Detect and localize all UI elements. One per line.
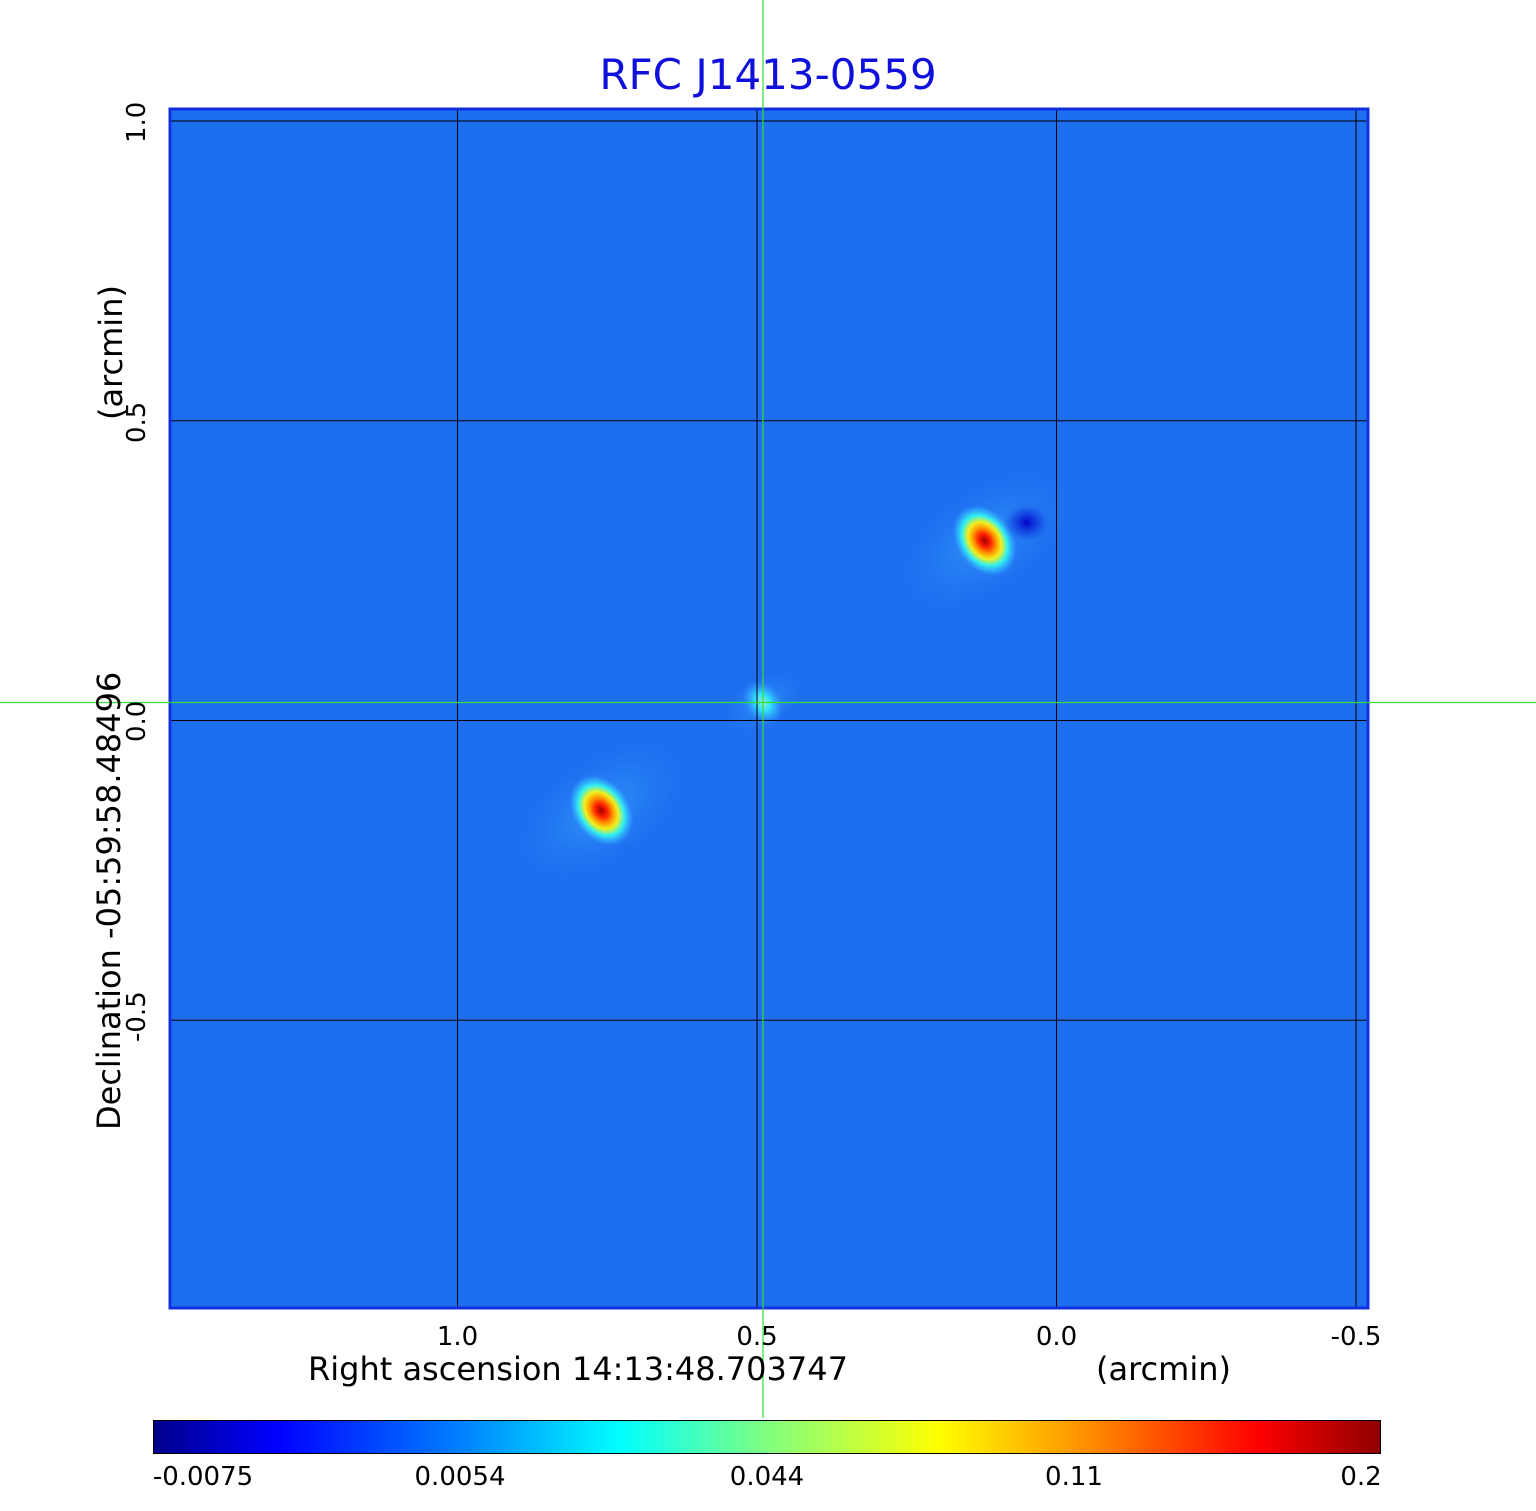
colorbar-tick-label: 0.2 [1340, 1462, 1382, 1492]
x-tick-label: 0.0 [1035, 1322, 1078, 1352]
y-tick-label: 0.0 [122, 701, 152, 743]
y-tick-label: -0.5 [122, 991, 152, 1043]
x-tick-label: 1.0 [436, 1322, 479, 1352]
y-tick-label: 1.0 [122, 101, 152, 143]
source-2 [567, 773, 635, 848]
chart-title: RFC J1413-0559 [599, 50, 937, 99]
colorbar-tick-label: 0.044 [729, 1462, 805, 1492]
plot-frame [168, 107, 1370, 1310]
negative-spot [1002, 502, 1051, 543]
colorbar-tick-label: -0.0075 [152, 1462, 254, 1492]
colorbar [153, 1420, 1381, 1454]
x-tick-label: 0.5 [736, 1322, 778, 1352]
y-axis-unit: (arcmin) [92, 285, 130, 420]
x-axis-unit: (arcmin) [1096, 1350, 1231, 1388]
colorbar-tick-label: 0.11 [1045, 1462, 1103, 1492]
x-axis-label: Right ascension 14:13:48.703747 [308, 1350, 848, 1388]
y-tick-label: 0.5 [122, 401, 152, 443]
x-tick-label: -0.5 [1330, 1322, 1382, 1352]
source-1 [951, 503, 1019, 578]
colorbar-tick-label: 0.0054 [414, 1462, 506, 1492]
